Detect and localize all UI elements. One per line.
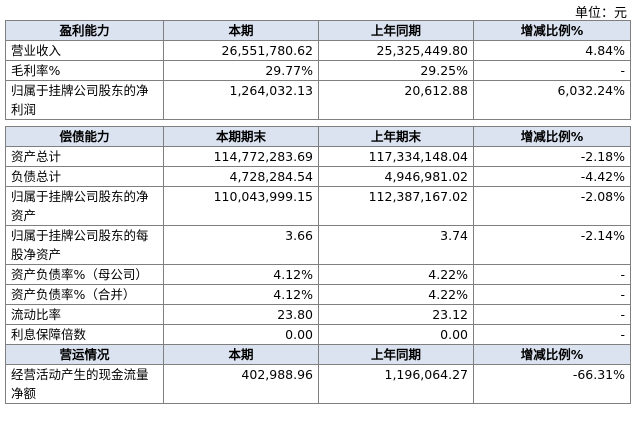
section-header-operations: 营运情况 本期 上年同期 增减比例% xyxy=(5,344,631,365)
row-label: 资产总计 xyxy=(5,146,164,167)
section-header-profitability: 盈利能力 本期 上年同期 增减比例% xyxy=(5,20,631,41)
table-row: 经营活动产生的现金流量净额 402,988.96 1,196,064.27 -6… xyxy=(5,364,631,404)
row-label: 经营活动产生的现金流量净额 xyxy=(5,364,164,404)
row-label: 资产负债率%（合并） xyxy=(5,284,164,305)
change-value: 6,032.24% xyxy=(473,80,631,120)
row-label: 负债总计 xyxy=(5,166,164,187)
table-row: 流动比率 23.80 23.12 - xyxy=(5,304,631,325)
table-row: 资产负债率%（合并） 4.12% 4.22% - xyxy=(5,284,631,305)
change-value: -2.14% xyxy=(473,225,631,265)
current-value: 4.12% xyxy=(163,284,319,305)
table-row: 营业收入 26,551,780.62 25,325,449.80 4.84% xyxy=(5,40,631,61)
table-row: 负债总计 4,728,284.54 4,946,981.02 -4.42% xyxy=(5,166,631,187)
header-cell: 上年期末 xyxy=(318,126,474,147)
section-header-solvency: 偿债能力 本期期末 上年期末 增减比例% xyxy=(5,126,631,147)
row-label: 归属于挂牌公司股东的净资产 xyxy=(5,186,164,226)
change-value: - xyxy=(473,264,631,285)
prior-value: 3.74 xyxy=(318,225,474,265)
row-label: 毛利率% xyxy=(5,60,164,81)
unit-label: 单位：元 xyxy=(574,6,627,21)
row-label: 归属于挂牌公司股东的净利润 xyxy=(5,80,164,120)
row-label: 归属于挂牌公司股东的每股净资产 xyxy=(5,225,164,265)
change-value: - xyxy=(473,324,631,345)
row-label: 资产负债率%（母公司） xyxy=(5,264,164,285)
table-row: 资产总计 114,772,283.69 117,334,148.04 -2.18… xyxy=(5,146,631,167)
change-value: -2.18% xyxy=(473,146,631,167)
header-cell: 上年同期 xyxy=(318,20,474,41)
header-cell: 增减比例% xyxy=(473,20,631,41)
current-value: 29.77% xyxy=(163,60,319,81)
prior-value: 117,334,148.04 xyxy=(318,146,474,167)
current-value: 23.80 xyxy=(163,304,319,325)
current-value: 114,772,283.69 xyxy=(163,146,319,167)
header-cell: 本期 xyxy=(163,344,319,365)
row-label: 流动比率 xyxy=(5,304,164,325)
prior-value: 0.00 xyxy=(318,324,474,345)
change-value: -66.31% xyxy=(473,364,631,404)
current-value: 4,728,284.54 xyxy=(163,166,319,187)
change-value: - xyxy=(473,284,631,305)
header-cell: 本期期末 xyxy=(163,126,319,147)
change-value: - xyxy=(473,60,631,81)
table-row: 归属于挂牌公司股东的净资产 110,043,999.15 112,387,167… xyxy=(5,186,631,226)
table-row: 归属于挂牌公司股东的净利润 1,264,032.13 20,612.88 6,0… xyxy=(5,80,631,120)
current-value: 26,551,780.62 xyxy=(163,40,319,61)
section-gap xyxy=(6,120,631,127)
row-label: 利息保障倍数 xyxy=(5,324,164,345)
prior-value: 23.12 xyxy=(318,304,474,325)
prior-value: 4.22% xyxy=(318,284,474,305)
table-row: 归属于挂牌公司股东的每股净资产 3.66 3.74 -2.14% xyxy=(5,225,631,265)
header-cell: 营运情况 xyxy=(5,344,164,365)
current-value: 1,264,032.13 xyxy=(163,80,319,120)
header-cell: 偿债能力 xyxy=(5,126,164,147)
prior-value: 4,946,981.02 xyxy=(318,166,474,187)
prior-value: 29.25% xyxy=(318,60,474,81)
header-cell: 本期 xyxy=(163,20,319,41)
prior-value: 20,612.88 xyxy=(318,80,474,120)
prior-value: 25,325,449.80 xyxy=(318,40,474,61)
change-value: -2.08% xyxy=(473,186,631,226)
current-value: 0.00 xyxy=(163,324,319,345)
current-value: 402,988.96 xyxy=(163,364,319,404)
header-cell: 盈利能力 xyxy=(5,20,164,41)
table-row: 资产负债率%（母公司） 4.12% 4.22% - xyxy=(5,264,631,285)
prior-value: 112,387,167.02 xyxy=(318,186,474,226)
row-label: 营业收入 xyxy=(5,40,164,61)
prior-value: 4.22% xyxy=(318,264,474,285)
change-value: -4.42% xyxy=(473,166,631,187)
header-cell: 增减比例% xyxy=(473,344,631,365)
change-value: 4.84% xyxy=(473,40,631,61)
current-value: 4.12% xyxy=(163,264,319,285)
financial-summary: 盈利能力 本期 上年同期 增减比例% 营业收入 26,551,780.62 25… xyxy=(5,20,631,404)
current-value: 3.66 xyxy=(163,225,319,265)
table-row: 毛利率% 29.77% 29.25% - xyxy=(5,60,631,81)
current-value: 110,043,999.15 xyxy=(163,186,319,226)
header-cell: 增减比例% xyxy=(473,126,631,147)
prior-value: 1,196,064.27 xyxy=(318,364,474,404)
financial-table: 盈利能力 本期 上年同期 增减比例% 营业收入 26,551,780.62 25… xyxy=(5,20,631,404)
change-value: - xyxy=(473,304,631,325)
table-row: 利息保障倍数 0.00 0.00 - xyxy=(5,324,631,345)
header-cell: 上年同期 xyxy=(318,344,474,365)
